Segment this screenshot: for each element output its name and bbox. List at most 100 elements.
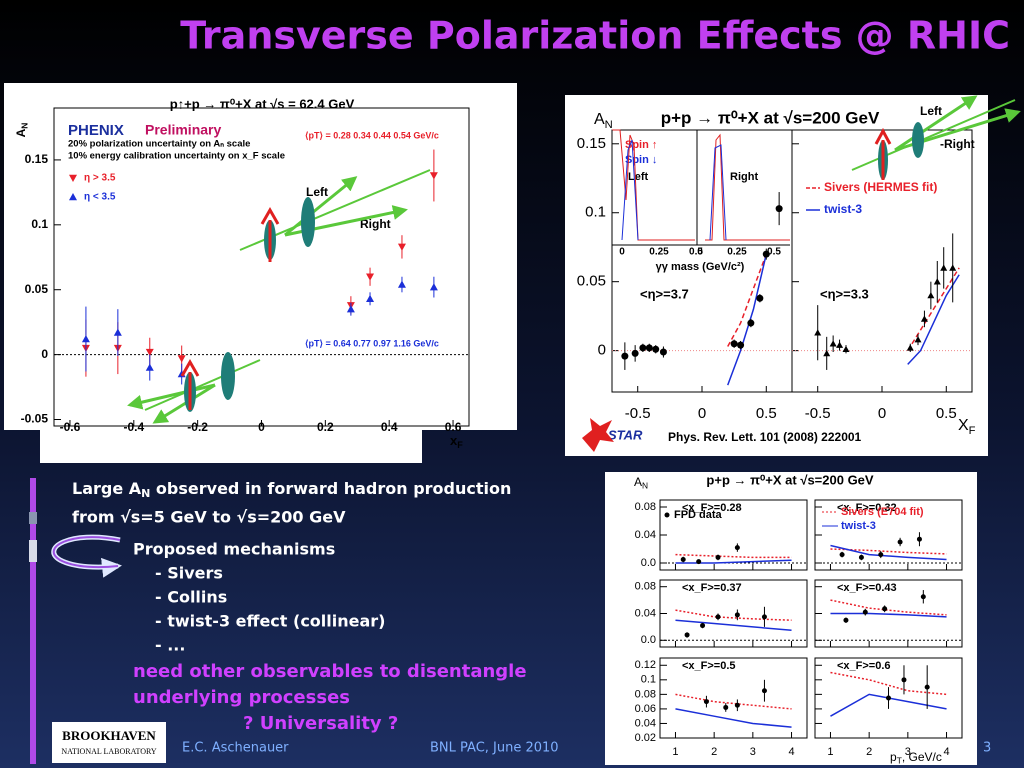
y-tick-label: 0.08 <box>635 501 656 513</box>
slide-title: Transverse Polarization Effects @ RHIC <box>180 14 1010 58</box>
curve <box>830 599 947 616</box>
x-tick-label: 0.4 <box>381 420 398 434</box>
x-tick-label: 0 <box>698 405 706 422</box>
logo-subtext: NATIONAL LABORATORY <box>61 747 157 756</box>
curve <box>830 544 947 561</box>
y-tick-label: 0.04 <box>635 717 656 729</box>
data-point <box>730 340 738 348</box>
inset-tick-label: 0.25 <box>649 247 669 258</box>
annotation: Left <box>920 104 942 118</box>
y-axis-label-part: A <box>634 475 642 489</box>
data-point <box>901 677 907 683</box>
legend-label: Sivers (HERMES fit) <box>824 180 937 194</box>
mechanism-item: - ... <box>155 636 185 655</box>
y-tick-label: 0.15 <box>577 135 606 152</box>
phenix-box <box>40 428 422 463</box>
body-line: Large AN observed in forward hadron prod… <box>72 479 511 501</box>
fpd-box <box>605 472 977 765</box>
data-point <box>940 264 948 271</box>
data-point <box>949 264 957 271</box>
y-tick-label: 0.1 <box>31 217 48 231</box>
legend-label: η > 3.5 <box>84 173 116 184</box>
data-point <box>645 344 653 352</box>
data-point <box>858 554 864 560</box>
plot-title: p↑+p → π⁰+X at √s = 62.4 GeV <box>170 96 355 111</box>
footer-author: E.C. Aschenauer <box>182 741 289 756</box>
data-point <box>761 688 767 694</box>
x-axis-label-part: p <box>890 750 897 764</box>
star-logo: STAR <box>608 427 643 442</box>
curved-arrow <box>52 536 121 569</box>
data-point <box>878 552 884 558</box>
y-axis-label-part: A <box>14 128 28 137</box>
note: 20% polarization uncertainty on Aₙ scale <box>68 139 250 150</box>
data-point <box>397 243 406 251</box>
data-point <box>756 294 764 302</box>
curve <box>727 253 768 386</box>
plot-title: p+p → π⁰+X at √s=200 GeV <box>661 108 880 127</box>
plot-frame <box>814 657 963 739</box>
need-line: ? Universality ? <box>243 713 398 734</box>
inset-label: Spin ↓ <box>625 154 657 166</box>
y-tick-label: 0 <box>41 347 48 361</box>
mechanism-item: - Collins <box>155 588 227 607</box>
inset-tick-label: 0 <box>619 247 625 258</box>
x-tick-label: 4 <box>943 746 949 758</box>
y-tick-label: 0.1 <box>641 674 656 686</box>
decor-square <box>29 512 37 524</box>
panel-label: <x_F>=0.43 <box>837 582 897 594</box>
data-point <box>684 632 690 638</box>
data-point <box>397 280 406 288</box>
data-point <box>429 283 438 291</box>
y-tick-label: 0.1 <box>585 204 606 221</box>
x-tick-label: -0.5 <box>805 405 831 422</box>
y-tick-label: 0.05 <box>25 282 49 296</box>
data-point <box>839 552 845 558</box>
data-point <box>775 205 783 213</box>
brand: PHENIX <box>68 122 124 139</box>
data-point <box>823 349 831 357</box>
inset-tick-label: 0.25 <box>727 247 747 258</box>
y-tick-label: 0.02 <box>635 732 656 744</box>
decor-bar <box>30 478 36 764</box>
y-tick-label: 0.06 <box>635 703 656 715</box>
decor-square <box>29 540 37 562</box>
legend-label: FPD data <box>674 509 723 521</box>
footer-event: BNL PAC, June 2010 <box>430 741 559 756</box>
data-point <box>882 606 888 612</box>
inset-axis-label: γγ mass (GeV/c²) <box>656 261 745 273</box>
panel-label: <x_F>=0.32 <box>837 502 897 514</box>
x-axis-label-part: F <box>969 425 976 437</box>
curve <box>727 253 767 347</box>
data-point <box>621 352 629 360</box>
y-tick-label: 0.04 <box>635 529 656 541</box>
x-tick-label: -0.2 <box>187 420 208 434</box>
x-axis-label: XF <box>958 417 976 437</box>
data-point <box>429 172 438 180</box>
x-axis-label: pT, GeV/c <box>890 750 942 766</box>
panel-label: <η>=3.3 <box>820 286 869 301</box>
data-point <box>842 345 850 353</box>
data-point <box>920 315 928 322</box>
annotation: -Right <box>940 137 975 151</box>
y-tick-label: 0.08 <box>635 581 656 593</box>
y-axis-label: AN <box>594 111 613 131</box>
x-tick-label: 2 <box>711 746 717 758</box>
data-point <box>886 695 891 701</box>
x-tick-label: 1 <box>827 746 833 758</box>
data-point <box>829 340 837 347</box>
inset-tick-label: 0 <box>697 247 703 258</box>
curve <box>675 553 792 559</box>
phenix-box <box>4 83 517 430</box>
x-tick-label: -0.4 <box>123 420 144 434</box>
x-tick-label: 0.2 <box>317 420 334 434</box>
curve <box>675 693 792 710</box>
data-point <box>69 174 77 182</box>
logo-box <box>52 722 166 763</box>
curve <box>830 612 947 618</box>
legend-label: twist-3 <box>841 520 876 532</box>
x-tick-label: 0 <box>258 420 265 434</box>
curve <box>675 609 792 621</box>
x-tick-label: 2 <box>866 746 872 758</box>
x-tick-label: 3 <box>905 746 911 758</box>
